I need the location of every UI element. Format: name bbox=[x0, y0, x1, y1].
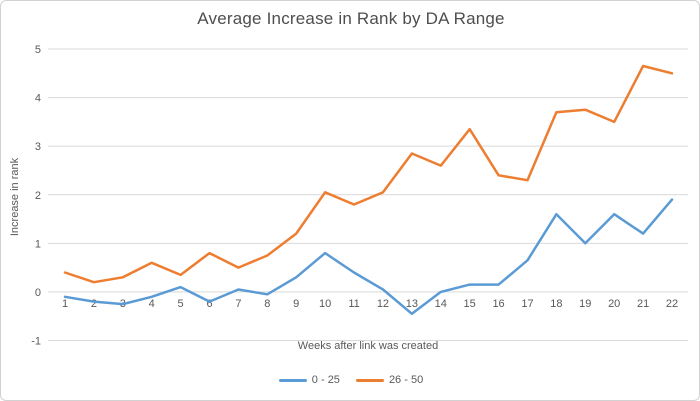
legend-line-swatch bbox=[355, 378, 384, 382]
chart-title: Average Increase in Rank by DA Range bbox=[197, 9, 505, 28]
x-tick-label: 7 bbox=[235, 298, 241, 310]
y-tick-label: 2 bbox=[35, 190, 41, 202]
legend-label: 0 - 25 bbox=[311, 374, 340, 386]
legend-item-26-50: 26 - 50 bbox=[355, 374, 424, 386]
x-axis-title: Weeks after link was created bbox=[297, 340, 439, 352]
y-tick-label: 1 bbox=[35, 238, 41, 250]
y-axis-title: Increase in rank bbox=[9, 157, 21, 237]
x-axis-tick-labels: 1 2 3 4 5 6 7 8 9 10 11 12 13 14 15 16 17 18 19 20 21 22 bbox=[62, 298, 678, 310]
series-line-26-50 bbox=[63, 64, 674, 284]
x-tick-label: 18 bbox=[550, 298, 562, 310]
x-tick-label: 11 bbox=[348, 298, 359, 310]
x-tick-label: 9 bbox=[293, 298, 299, 310]
x-tick-label: 20 bbox=[608, 298, 620, 310]
x-tick-label: 16 bbox=[492, 298, 504, 310]
legend-item-0-25: 0 - 25 bbox=[278, 374, 340, 386]
y-tick-label: 4 bbox=[35, 93, 41, 105]
x-tick-label: 4 bbox=[149, 298, 155, 310]
legend-label: 26 - 50 bbox=[388, 374, 424, 386]
y-tick-label: 3 bbox=[35, 141, 41, 153]
x-tick-label: 1 bbox=[62, 298, 68, 310]
x-tick-label: 6 bbox=[206, 298, 212, 310]
x-tick-label: 21 bbox=[637, 298, 649, 310]
y-axis-tick-labels: -1 0 1 2 3 4 5 bbox=[31, 44, 41, 348]
x-tick-label: 12 bbox=[377, 298, 389, 310]
legend-line-swatch bbox=[278, 378, 307, 382]
x-tick-label: 17 bbox=[521, 298, 533, 310]
x-tick-label: 5 bbox=[178, 298, 184, 310]
x-tick-label: 14 bbox=[435, 298, 447, 310]
x-tick-label: 8 bbox=[264, 298, 270, 310]
x-tick-label: 15 bbox=[464, 298, 476, 310]
x-tick-label: 10 bbox=[319, 298, 331, 310]
y-tick-label: 0 bbox=[35, 287, 41, 299]
x-tick-label: 13 bbox=[406, 298, 418, 310]
gridlines bbox=[48, 48, 688, 341]
x-tick-label: 19 bbox=[579, 298, 591, 310]
y-tick-label: -1 bbox=[31, 336, 41, 348]
y-tick-label: 5 bbox=[35, 44, 41, 56]
series-line-0-25 bbox=[63, 198, 674, 316]
x-tick-label: 2 bbox=[91, 298, 97, 310]
x-tick-label: 22 bbox=[666, 298, 678, 310]
chart-legend: 0 - 25 26 - 50 bbox=[1, 374, 699, 386]
